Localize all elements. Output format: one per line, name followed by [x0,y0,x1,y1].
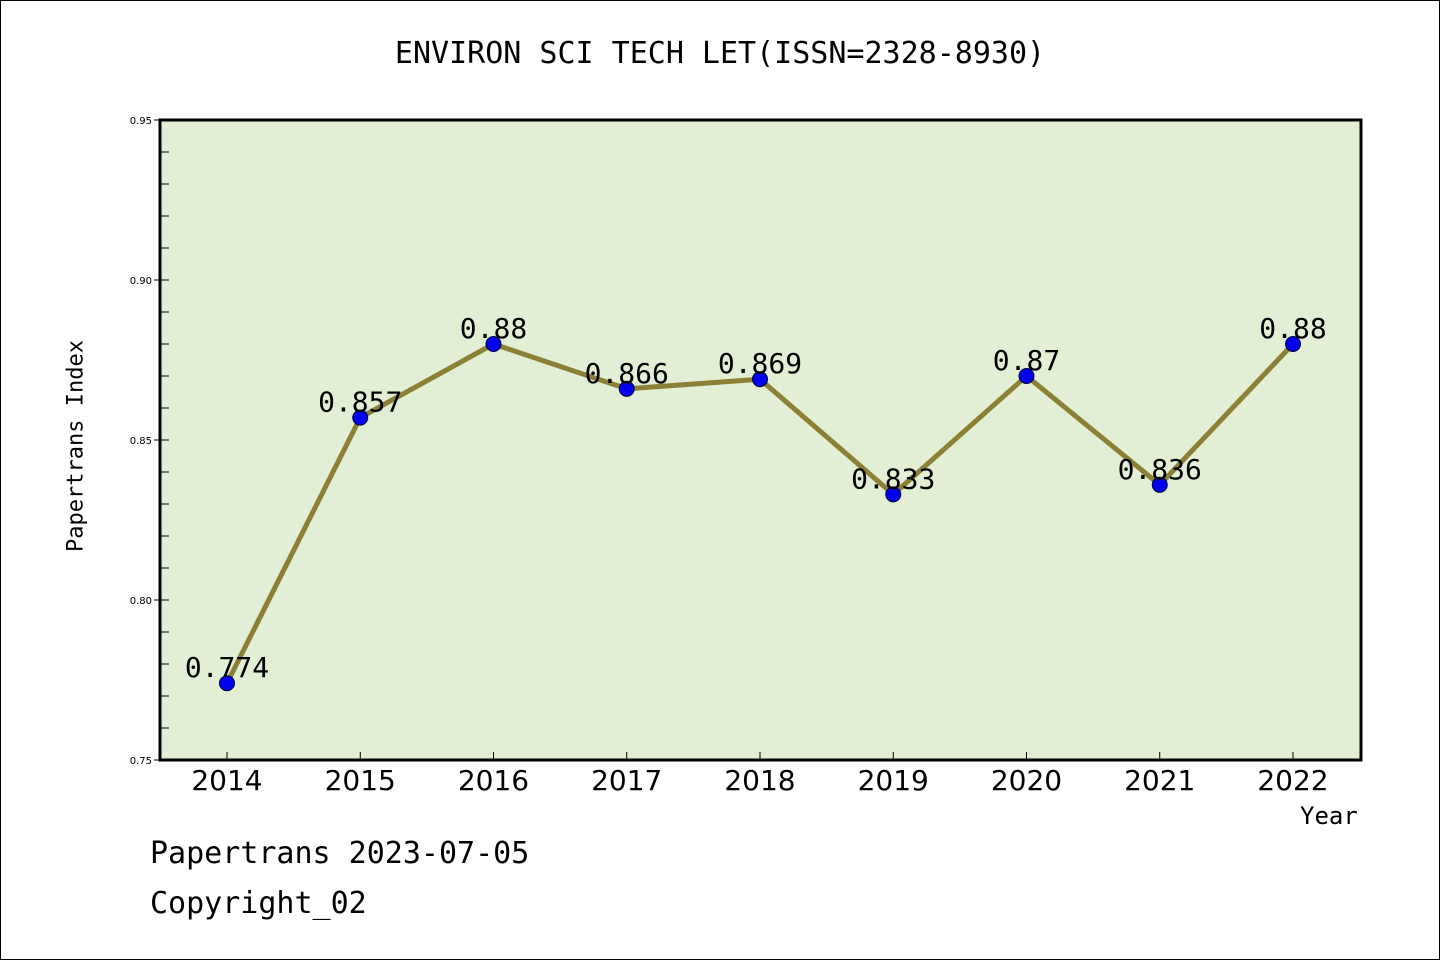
data-point [1018,368,1035,384]
data-label: 0.88 [1259,312,1326,345]
data-label: 0.87 [993,344,1060,377]
footer-copyright: Copyright_02 [150,886,367,921]
x-tick-label: 2014 [191,764,262,797]
y-tick-label: 0.95 [130,116,152,127]
y-tick-label: 0.90 [130,276,152,287]
x-tick-label: 2020 [991,764,1062,797]
x-tick-label: 2021 [1124,764,1195,797]
chart-title: ENVIRON SCI TECH LET(ISSN=2328-8930) [394,36,1046,71]
data-label: 0.866 [585,357,669,390]
data-label: 0.836 [1118,453,1202,486]
data-label: 0.869 [718,347,802,380]
footer-date: Papertrans 2023-07-05 [150,836,530,871]
x-tick-label: 2019 [858,764,929,797]
data-point [618,380,635,397]
data-point [219,675,235,692]
data-point-group [219,336,1301,692]
y-tick-label: 0.80 [130,596,152,607]
data-label: 0.774 [185,651,269,684]
x-tick-label: 2016 [458,764,529,797]
data-label: 0.857 [318,386,402,419]
data-point [352,409,369,426]
y-axis-ticks: 0.75 0.80 0.85 0.90 0.95 [130,116,160,767]
data-label-group: 0.774 0.857 0.88 0.866 0.869 0.833 0.87 0.836 0.… [185,312,1327,684]
y-tick-label: 0.75 [130,756,152,767]
x-tick-label: 2017 [591,764,662,797]
data-point [485,336,502,352]
data-point [885,486,902,503]
plot-area [158,118,1363,762]
data-point [752,371,768,388]
x-axis-ticks: 2014 2015 2016 2017 2018 2019 2020 2021 2022 [191,752,1329,797]
data-point [1151,476,1168,493]
data-label: 0.833 [851,462,935,495]
data-point [1285,336,1301,352]
x-tick-label: 2022 [1257,764,1328,797]
y-tick-label: 0.85 [130,436,152,447]
y-minor-ticks [160,151,169,729]
data-label: 0.88 [460,312,527,345]
x-tick-label: 2015 [325,764,396,797]
x-tick-label: 2018 [724,764,795,797]
x-axis-label: Year [1300,802,1358,830]
